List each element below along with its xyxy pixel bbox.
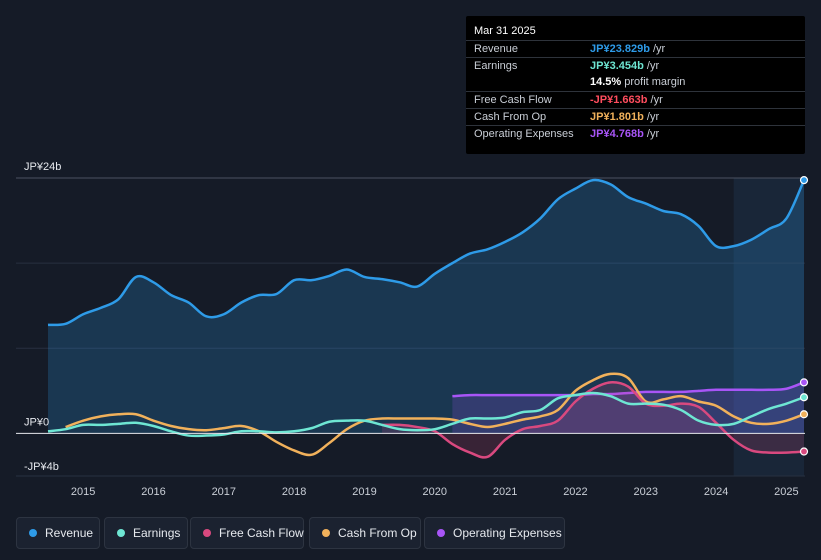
tooltip-value: 14.5% profit margin (590, 76, 686, 88)
x-axis-tick-label: 2024 (704, 486, 728, 498)
x-axis-tick-label: 2016 (141, 486, 165, 498)
x-axis-tick-label: 2018 (282, 486, 306, 498)
legend-item-operating-expenses[interactable]: Operating Expenses (424, 517, 565, 549)
legend-label: Earnings (133, 526, 181, 540)
legend-label: Free Cash Flow (219, 526, 304, 540)
legend-dot-icon (117, 529, 125, 537)
tooltip-row-earnings: Earnings JP¥3.454b /yr (466, 57, 805, 75)
x-axis-tick-label: 2017 (212, 486, 236, 498)
legend-dot-icon (29, 529, 37, 537)
legend-dot-icon (437, 529, 445, 537)
series-line-operating-expenses (452, 381, 805, 398)
tooltip-label: Cash From Op (474, 111, 547, 123)
legend-label: Revenue (45, 526, 94, 540)
legend-item-free-cash-flow[interactable]: Free Cash Flow (190, 517, 304, 549)
tooltip-label: Earnings (474, 60, 518, 72)
tooltip-row-opex: Operating Expenses JP¥4.768b /yr (466, 125, 805, 143)
legend-dot-icon (322, 529, 330, 537)
legend-label: Cash From Op (338, 526, 417, 540)
x-axis-tick-label: 2025 (774, 486, 798, 498)
tooltip-value: -JP¥1.663b /yr (590, 94, 663, 106)
legend-item-revenue[interactable]: Revenue (16, 517, 100, 549)
y-axis-label: JP¥0 (24, 416, 49, 428)
series-area-revenue (48, 179, 804, 434)
series-end-marker-operating-expenses (799, 378, 809, 387)
series-end-marker-cash-from-op (799, 410, 809, 419)
tooltip-row-fcf: Free Cash Flow -JP¥1.663b /yr (466, 91, 805, 109)
tooltip-panel: Mar 31 2025 Revenue JP¥23.829b /yr Earni… (466, 16, 805, 154)
x-axis-tick-label: 2023 (634, 486, 658, 498)
series-end-marker-revenue (799, 176, 809, 185)
series-line-cash-from-op (65, 372, 805, 457)
legend-label: Operating Expenses (453, 526, 562, 540)
tooltip-value: JP¥23.829b /yr (590, 43, 666, 55)
x-axis-tick-label: 2020 (423, 486, 447, 498)
x-axis-tick-label: 2019 (352, 486, 376, 498)
tooltip-row-margin: 14.5% profit margin (466, 74, 805, 91)
y-axis-label: JP¥24b (24, 161, 61, 173)
series-end-marker-free-cash-flow (799, 447, 809, 456)
tooltip-value: JP¥4.768b /yr (590, 128, 660, 140)
series-area-free-cash-flow (382, 382, 804, 458)
series-line-earnings (47, 391, 805, 438)
x-axis-tick-label: 2022 (563, 486, 587, 498)
tooltip-label: Revenue (474, 43, 519, 55)
x-axis-tick-label: 2015 (71, 486, 95, 498)
tooltip-date: Mar 31 2025 (474, 25, 536, 37)
x-axis-tick-label: 2021 (493, 486, 517, 498)
tooltip-label: Operating Expenses (474, 128, 574, 140)
legend-item-cash-from-op[interactable]: Cash From Op (309, 517, 421, 549)
series-end-marker-earnings (799, 393, 809, 402)
series-line-free-cash-flow (382, 381, 805, 459)
tooltip-label: Free Cash Flow (474, 94, 552, 106)
series-line-revenue (47, 178, 806, 327)
y-axis-label: -JP¥4b (24, 461, 59, 473)
tooltip-value: JP¥3.454b /yr (590, 60, 660, 72)
legend-item-earnings[interactable]: Earnings (104, 517, 188, 549)
tooltip-row-revenue: Revenue JP¥23.829b /yr (466, 40, 805, 58)
legend-dot-icon (203, 529, 211, 537)
tooltip-value: JP¥1.801b /yr (590, 111, 660, 123)
tooltip-row-cfo: Cash From Op JP¥1.801b /yr (466, 108, 805, 126)
